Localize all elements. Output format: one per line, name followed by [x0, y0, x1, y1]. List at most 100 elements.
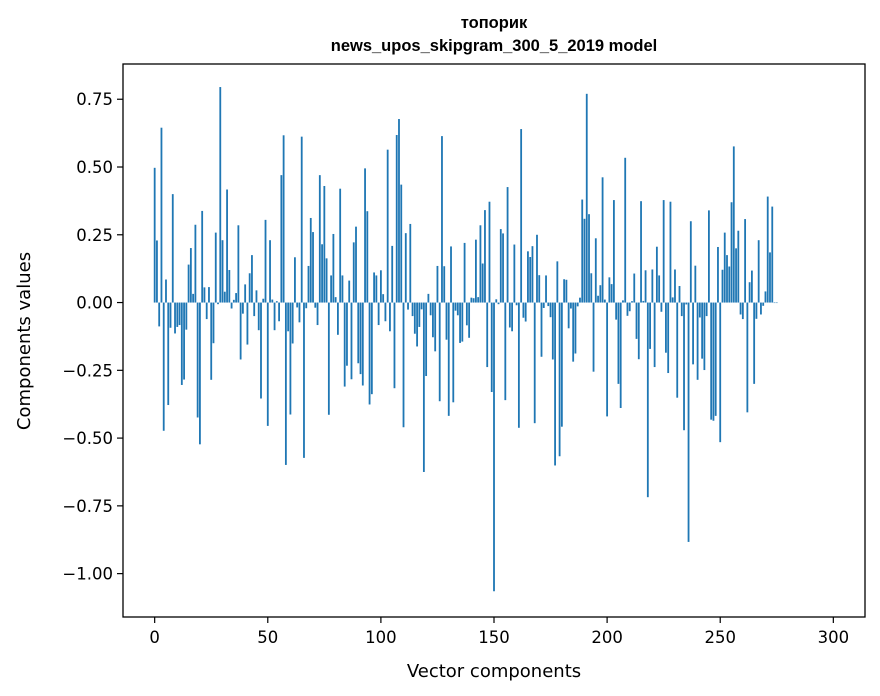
- bar: [425, 302, 428, 377]
- bar: [506, 187, 509, 303]
- x-axis-label: Vector components: [407, 661, 581, 682]
- bar: [540, 302, 543, 357]
- bar: [533, 302, 536, 424]
- bar: [183, 302, 185, 380]
- bar: [610, 284, 613, 303]
- bar: [619, 302, 622, 408]
- bar: [597, 295, 599, 303]
- bar: [504, 302, 507, 401]
- bar: [538, 275, 541, 303]
- bar: [617, 302, 620, 384]
- bar: [368, 302, 371, 405]
- bar: [235, 293, 238, 303]
- bar: [237, 225, 240, 303]
- y-tick-label: 0.75: [76, 90, 113, 109]
- bar: [472, 298, 475, 303]
- bar: [771, 206, 774, 303]
- bar: [321, 244, 323, 303]
- bar: [465, 302, 468, 326]
- bar: [750, 270, 753, 303]
- bar: [475, 239, 477, 303]
- bar: [334, 297, 337, 303]
- bar: [477, 297, 480, 303]
- bar: [603, 299, 606, 303]
- bar: [171, 194, 174, 303]
- bar: [337, 302, 339, 335]
- bar: [628, 302, 631, 312]
- bar: [192, 293, 195, 303]
- bar: [658, 275, 661, 303]
- bar: [640, 201, 642, 303]
- bar: [178, 302, 181, 326]
- x-tick-label: 300: [818, 628, 850, 647]
- bar: [549, 302, 552, 318]
- bar: [241, 302, 244, 314]
- bar: [717, 246, 719, 303]
- bar: [463, 242, 466, 303]
- bar: [287, 302, 290, 332]
- bar: [393, 302, 396, 389]
- bar: [262, 298, 265, 303]
- bar: [264, 219, 267, 303]
- y-tick-label: −0.75: [62, 497, 113, 516]
- bar: [511, 302, 513, 332]
- bar: [382, 294, 385, 303]
- bar: [196, 302, 199, 418]
- bar: [764, 291, 767, 303]
- bar: [199, 302, 201, 445]
- bar: [201, 210, 204, 303]
- bar: [637, 302, 640, 360]
- bar-series: [153, 87, 778, 592]
- bar: [427, 293, 430, 303]
- bar: [755, 302, 758, 319]
- bar: [508, 302, 511, 328]
- bar: [683, 302, 685, 431]
- x-tick-label: 150: [478, 628, 510, 647]
- bar: [361, 302, 364, 386]
- bar: [323, 185, 326, 303]
- bar: [156, 240, 158, 303]
- bar: [375, 275, 378, 303]
- bar: [296, 302, 299, 308]
- y-tick-label: −0.50: [62, 429, 113, 448]
- bar: [246, 302, 249, 345]
- bar: [210, 302, 213, 380]
- bar: [689, 221, 692, 303]
- bar: [251, 255, 253, 303]
- bar: [662, 200, 665, 303]
- bar: [456, 302, 459, 316]
- bar: [502, 233, 504, 303]
- bar: [678, 286, 681, 303]
- bar: [646, 302, 649, 498]
- bar: [762, 302, 765, 306]
- bar: [606, 302, 609, 417]
- x-tick-label: 250: [704, 628, 736, 647]
- bar: [350, 302, 353, 380]
- bar: [524, 302, 527, 322]
- bar: [217, 302, 219, 305]
- bar: [185, 302, 188, 330]
- bar: [570, 302, 572, 309]
- bar: [599, 285, 602, 303]
- bar: [572, 302, 575, 362]
- bar: [461, 302, 464, 342]
- bar: [330, 275, 333, 303]
- bar: [601, 177, 604, 303]
- bar: [644, 270, 647, 303]
- bar: [309, 217, 312, 303]
- chart-title-line2: news_upos_skipgram_300_5_2019 model: [331, 37, 658, 55]
- bar: [194, 224, 197, 303]
- bar: [674, 269, 676, 303]
- bar: [379, 270, 382, 303]
- bar: [531, 246, 534, 303]
- bar: [341, 275, 344, 303]
- x-tick-label: 50: [257, 628, 278, 647]
- bar: [760, 302, 762, 315]
- bar: [585, 93, 588, 303]
- bar: [377, 302, 380, 326]
- bar: [205, 302, 208, 320]
- bar: [255, 290, 258, 303]
- bar: [343, 302, 346, 387]
- bar: [230, 302, 233, 309]
- chart-title-line1: топорик: [461, 14, 528, 32]
